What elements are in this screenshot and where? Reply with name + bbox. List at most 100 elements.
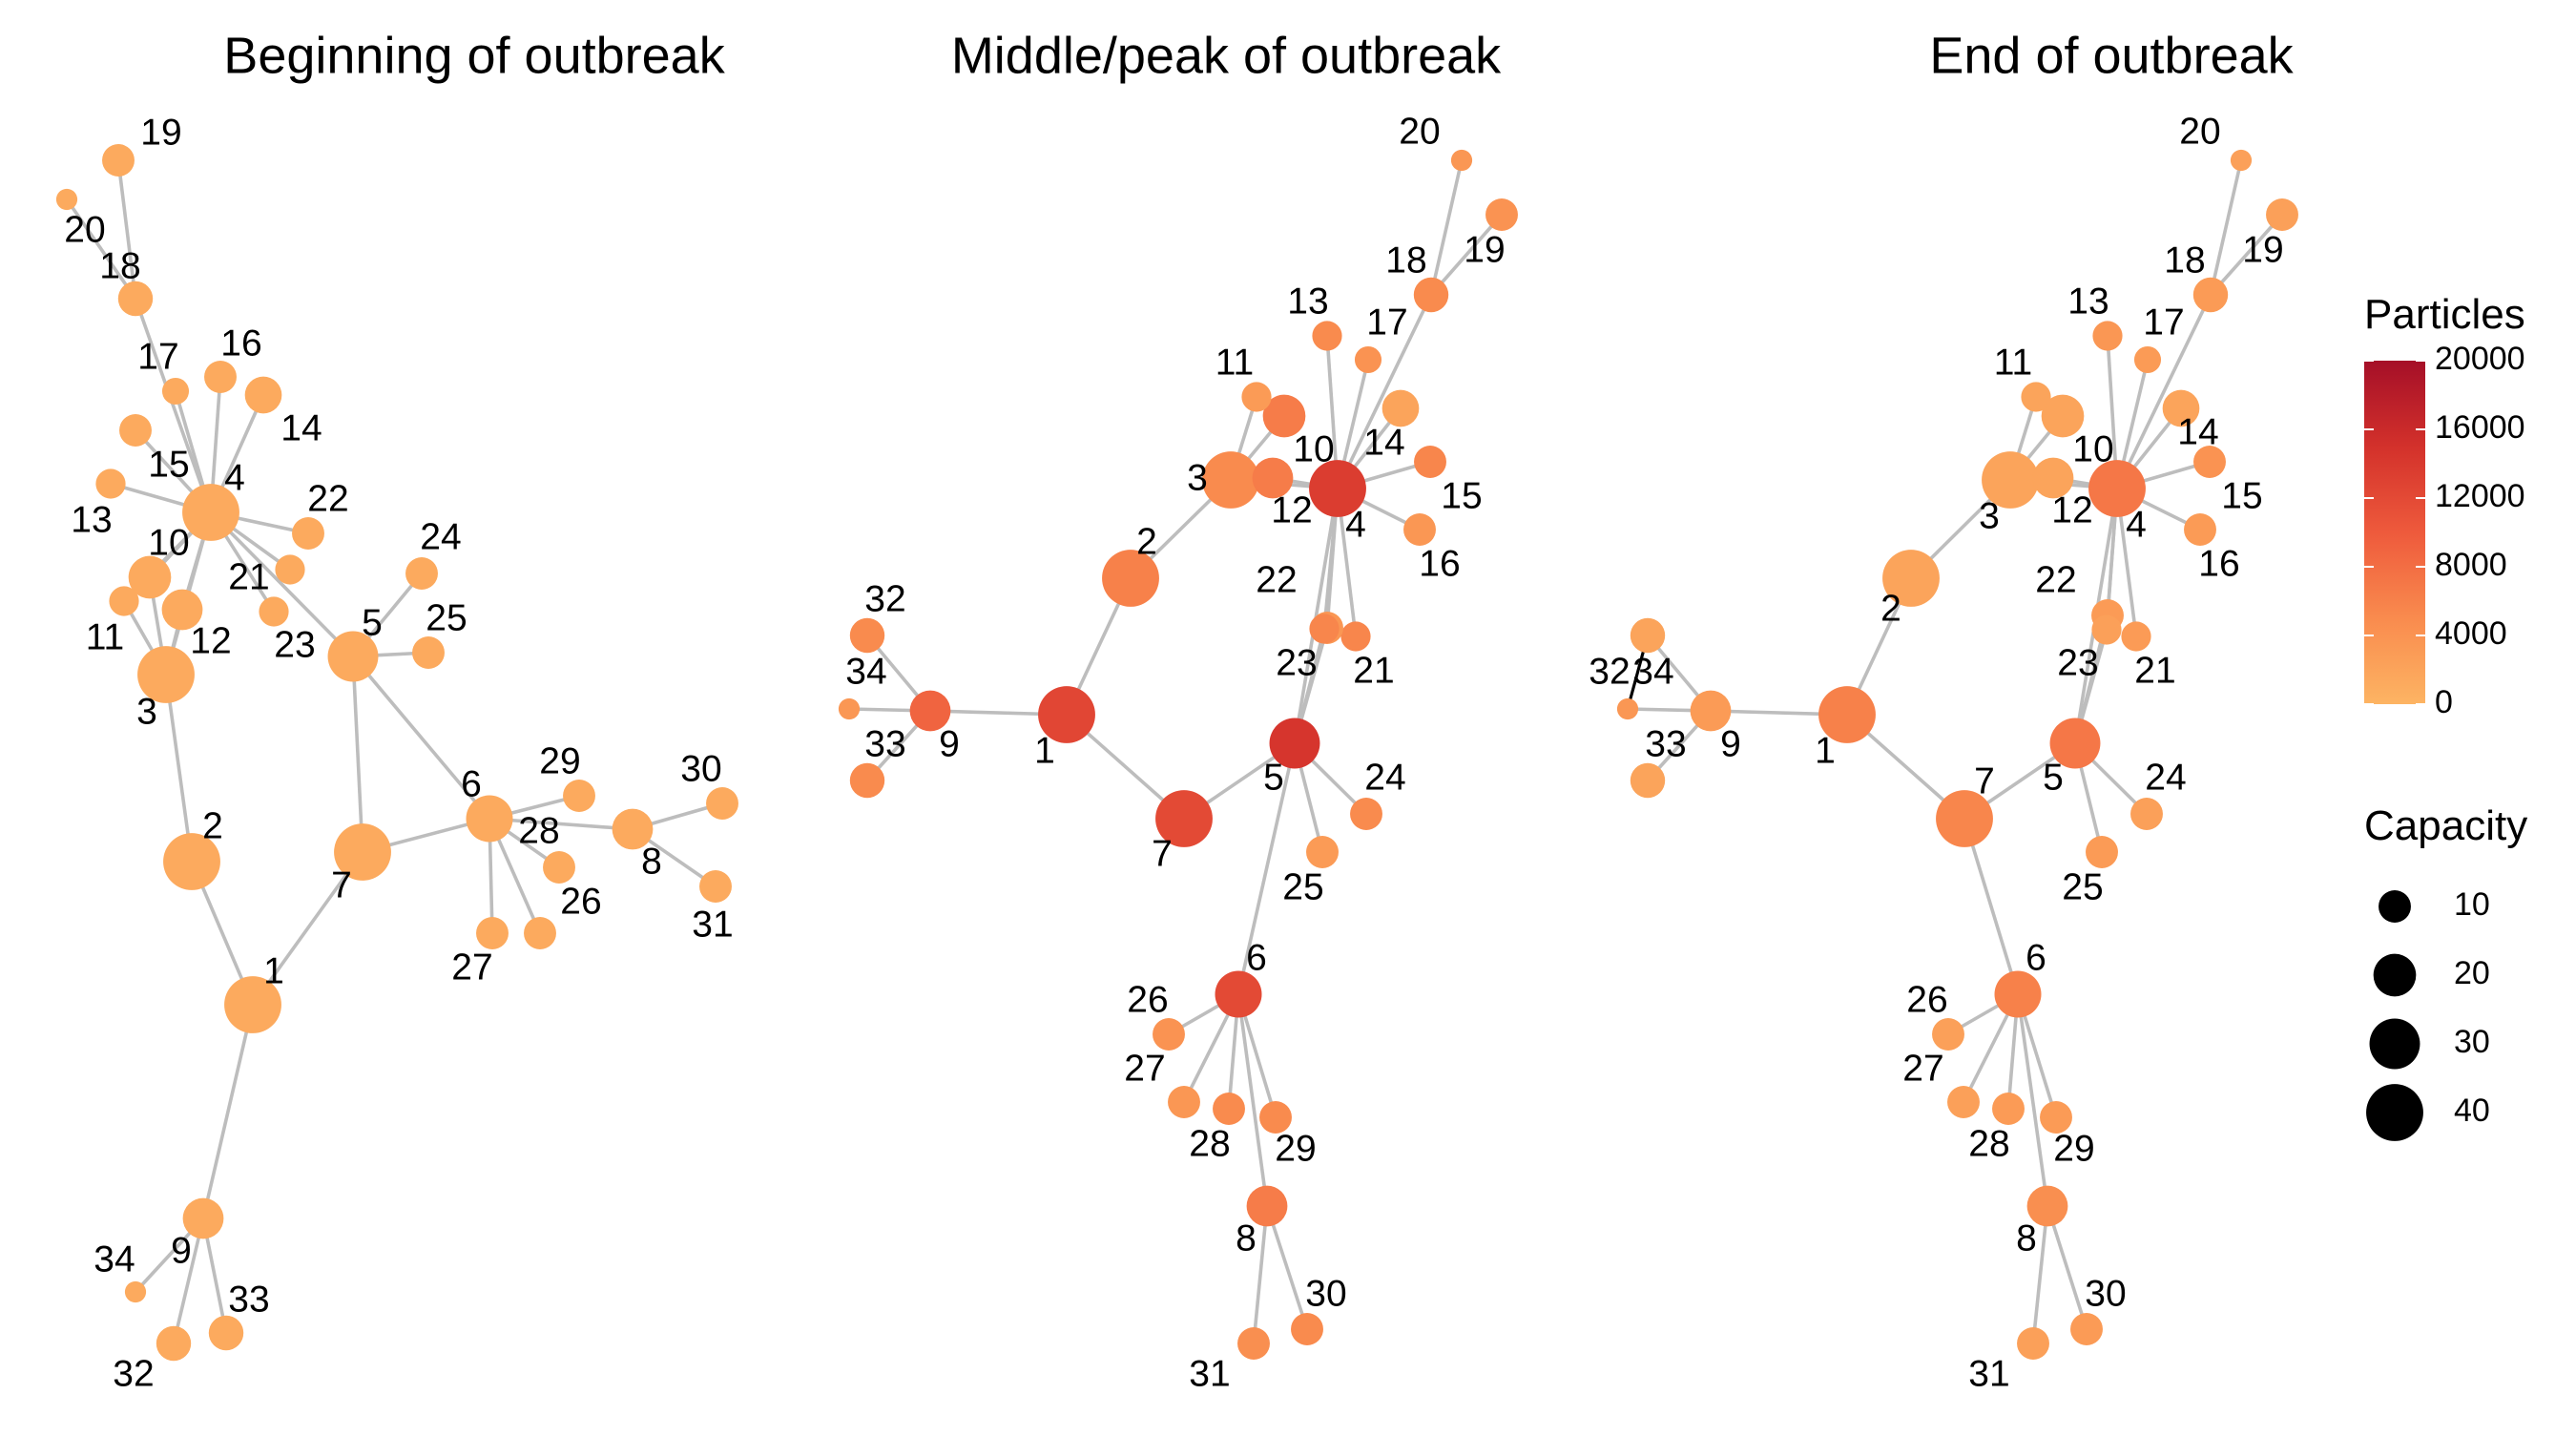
node-23 bbox=[1309, 614, 1340, 644]
node-label-29: 29 bbox=[2053, 1128, 2094, 1169]
node-label-32: 32 bbox=[1589, 651, 1630, 692]
node-30 bbox=[2070, 1313, 2103, 1345]
edge-5-6 bbox=[1236, 742, 1297, 995]
node-label-14: 14 bbox=[1363, 422, 1404, 463]
node-20 bbox=[1450, 149, 1473, 172]
node-label-14: 14 bbox=[280, 407, 322, 448]
node-30 bbox=[1291, 1313, 1323, 1345]
node-24 bbox=[2130, 798, 2163, 830]
node-25 bbox=[1306, 836, 1339, 868]
node-4 bbox=[2088, 460, 2146, 517]
particles-tick-label: 12000 bbox=[2435, 478, 2525, 514]
nodes bbox=[55, 144, 738, 1362]
node-label-30: 30 bbox=[1305, 1273, 1346, 1314]
node-16 bbox=[1403, 513, 1436, 546]
nodes bbox=[1616, 149, 2298, 1360]
node-label-19: 19 bbox=[140, 112, 181, 153]
node-label-4: 4 bbox=[2126, 504, 2147, 545]
node-label-17: 17 bbox=[1366, 302, 1407, 343]
node-12 bbox=[1252, 457, 1294, 499]
edge-1-7 bbox=[251, 850, 364, 1007]
node-2 bbox=[1102, 550, 1159, 607]
node-31 bbox=[2017, 1327, 2049, 1360]
node-label-23: 23 bbox=[2057, 642, 2098, 683]
node-label-12: 12 bbox=[2051, 489, 2092, 531]
node-label-18: 18 bbox=[2164, 239, 2205, 281]
node-23 bbox=[2091, 614, 2122, 645]
edge-6-8 bbox=[1236, 993, 1269, 1207]
node-28 bbox=[1213, 1093, 1245, 1125]
node-13 bbox=[1312, 321, 1342, 351]
node-33 bbox=[849, 762, 885, 799]
node-31 bbox=[1237, 1327, 1270, 1360]
node-label-4: 4 bbox=[224, 457, 245, 498]
particles-colorbar bbox=[2364, 361, 2425, 704]
node-label-28: 28 bbox=[518, 810, 559, 851]
node-label-34: 34 bbox=[93, 1238, 135, 1280]
node-6 bbox=[1215, 970, 1262, 1018]
node-1 bbox=[224, 976, 281, 1033]
edge-3-2 bbox=[164, 674, 194, 863]
particles-tick-label: 8000 bbox=[2435, 547, 2507, 583]
node-label-31: 31 bbox=[1968, 1353, 2009, 1394]
node-18 bbox=[117, 281, 154, 317]
node-label-13: 13 bbox=[1287, 281, 1328, 322]
node-label-15: 15 bbox=[2221, 475, 2262, 516]
node-3 bbox=[1202, 451, 1259, 509]
node-label-24: 24 bbox=[2145, 757, 2186, 798]
node-label-11: 11 bbox=[1215, 342, 1255, 383]
node-label-8: 8 bbox=[2016, 1217, 2037, 1259]
node-label-25: 25 bbox=[2062, 866, 2103, 907]
node-11 bbox=[1241, 382, 1272, 412]
node-label-11: 11 bbox=[86, 616, 125, 657]
node-label-19: 19 bbox=[2242, 229, 2283, 270]
node-label-10: 10 bbox=[2072, 428, 2113, 469]
node-label-22: 22 bbox=[2035, 559, 2076, 600]
node-label-13: 13 bbox=[71, 499, 112, 540]
panel-title: End of outbreak bbox=[1929, 27, 2294, 84]
node-10 bbox=[128, 555, 172, 599]
node-10 bbox=[2041, 394, 2085, 438]
node-label-31: 31 bbox=[1189, 1353, 1230, 1394]
node-label-7: 7 bbox=[331, 864, 352, 905]
node-25 bbox=[2086, 836, 2118, 868]
node-label-15: 15 bbox=[148, 444, 189, 485]
node-4 bbox=[1309, 460, 1366, 517]
node-13 bbox=[2092, 321, 2123, 351]
node-11 bbox=[2021, 382, 2051, 412]
node-label-6: 6 bbox=[2025, 937, 2046, 978]
edge-7-6 bbox=[1963, 818, 2020, 995]
node-label-28: 28 bbox=[1968, 1123, 2009, 1164]
capacity-legend-title: Capacity bbox=[2364, 802, 2527, 849]
node-21 bbox=[275, 554, 305, 585]
node-label-2: 2 bbox=[202, 805, 223, 846]
node-label-17: 17 bbox=[137, 336, 178, 377]
node-18 bbox=[1413, 277, 1449, 313]
node-12 bbox=[161, 589, 203, 631]
node-16 bbox=[204, 361, 237, 393]
edge-20-18 bbox=[2209, 159, 2243, 296]
node-label-34: 34 bbox=[1632, 651, 1673, 692]
legend: Particles 0 4000 8000 12000 16000 20000 Capac… bbox=[2364, 291, 2527, 1141]
node-10 bbox=[1262, 394, 1306, 438]
node-14 bbox=[244, 376, 282, 414]
node-label-31: 31 bbox=[692, 904, 733, 945]
nodes bbox=[838, 149, 1518, 1360]
node-label-23: 23 bbox=[1276, 642, 1317, 683]
node-label-23: 23 bbox=[274, 624, 315, 665]
node-8 bbox=[1246, 1185, 1288, 1227]
capacity-key-dot bbox=[2369, 1018, 2420, 1070]
node-label-21: 21 bbox=[228, 556, 269, 597]
edge-18-4 bbox=[2115, 294, 2212, 489]
node-label-14: 14 bbox=[2177, 411, 2218, 452]
edge-20-18 bbox=[1429, 159, 1464, 296]
node-label-33: 33 bbox=[1645, 723, 1686, 764]
edge-19-18 bbox=[116, 159, 137, 300]
node-label-7: 7 bbox=[1152, 833, 1173, 874]
capacity-key-dot bbox=[2379, 890, 2411, 923]
node-label-2: 2 bbox=[1880, 588, 1901, 629]
node-34 bbox=[1616, 697, 1639, 720]
capacity-tick-label: 30 bbox=[2454, 1024, 2490, 1060]
node-7 bbox=[1936, 790, 1993, 847]
